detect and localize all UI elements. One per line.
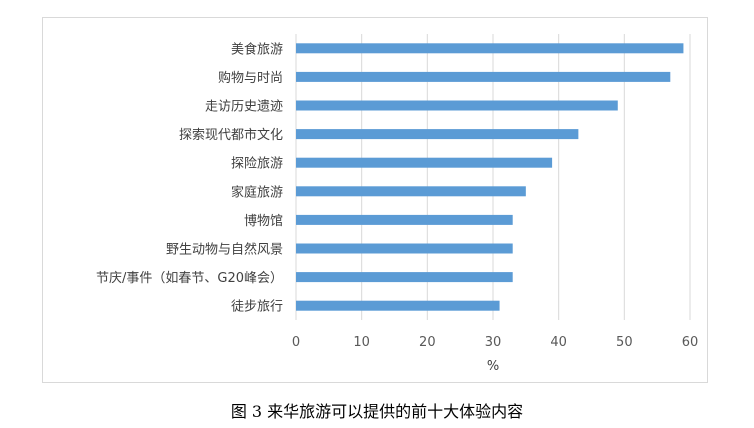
x-tick-label: 50 <box>616 335 633 350</box>
bar <box>296 272 513 283</box>
bar-chart: 美食旅游购物与时尚走访历史遗迹探索现代都市文化探险旅游家庭旅游博物馆野生动物与自… <box>96 34 699 374</box>
category-label: 博物馆 <box>244 214 283 229</box>
x-tick-label: 20 <box>419 335 436 350</box>
category-label: 走访历史遗迹 <box>205 100 283 115</box>
category-label: 节庆/事件（如春节、G20峰会） <box>96 270 283 286</box>
category-label: 探险旅游 <box>231 157 283 172</box>
x-tick-label: 60 <box>682 335 699 350</box>
category-label: 家庭旅游 <box>231 184 283 200</box>
bar <box>296 129 579 140</box>
bar <box>296 100 618 111</box>
bar <box>296 214 513 225</box>
x-tick-label: 10 <box>353 335 370 350</box>
bar <box>296 300 500 311</box>
category-label: 探索现代都市文化 <box>179 127 283 143</box>
bar <box>296 186 526 197</box>
bar <box>296 157 553 168</box>
x-tick-label: 30 <box>485 335 502 350</box>
category-label: 购物与时尚 <box>218 70 283 86</box>
bar <box>296 243 513 254</box>
figure-caption: 图 3 来华旅游可以提供的前十大体验内容 <box>230 402 524 421</box>
x-tick-label: 40 <box>550 335 567 350</box>
category-label: 美食旅游 <box>231 41 283 57</box>
category-label: 徒步旅行 <box>231 300 283 315</box>
category-label: 野生动物与自然风景 <box>166 242 283 258</box>
x-axis-title: % <box>487 359 499 374</box>
x-tick-label: 0 <box>292 335 300 350</box>
bar <box>296 43 684 54</box>
chart-frame <box>42 17 708 383</box>
bar <box>296 71 671 82</box>
